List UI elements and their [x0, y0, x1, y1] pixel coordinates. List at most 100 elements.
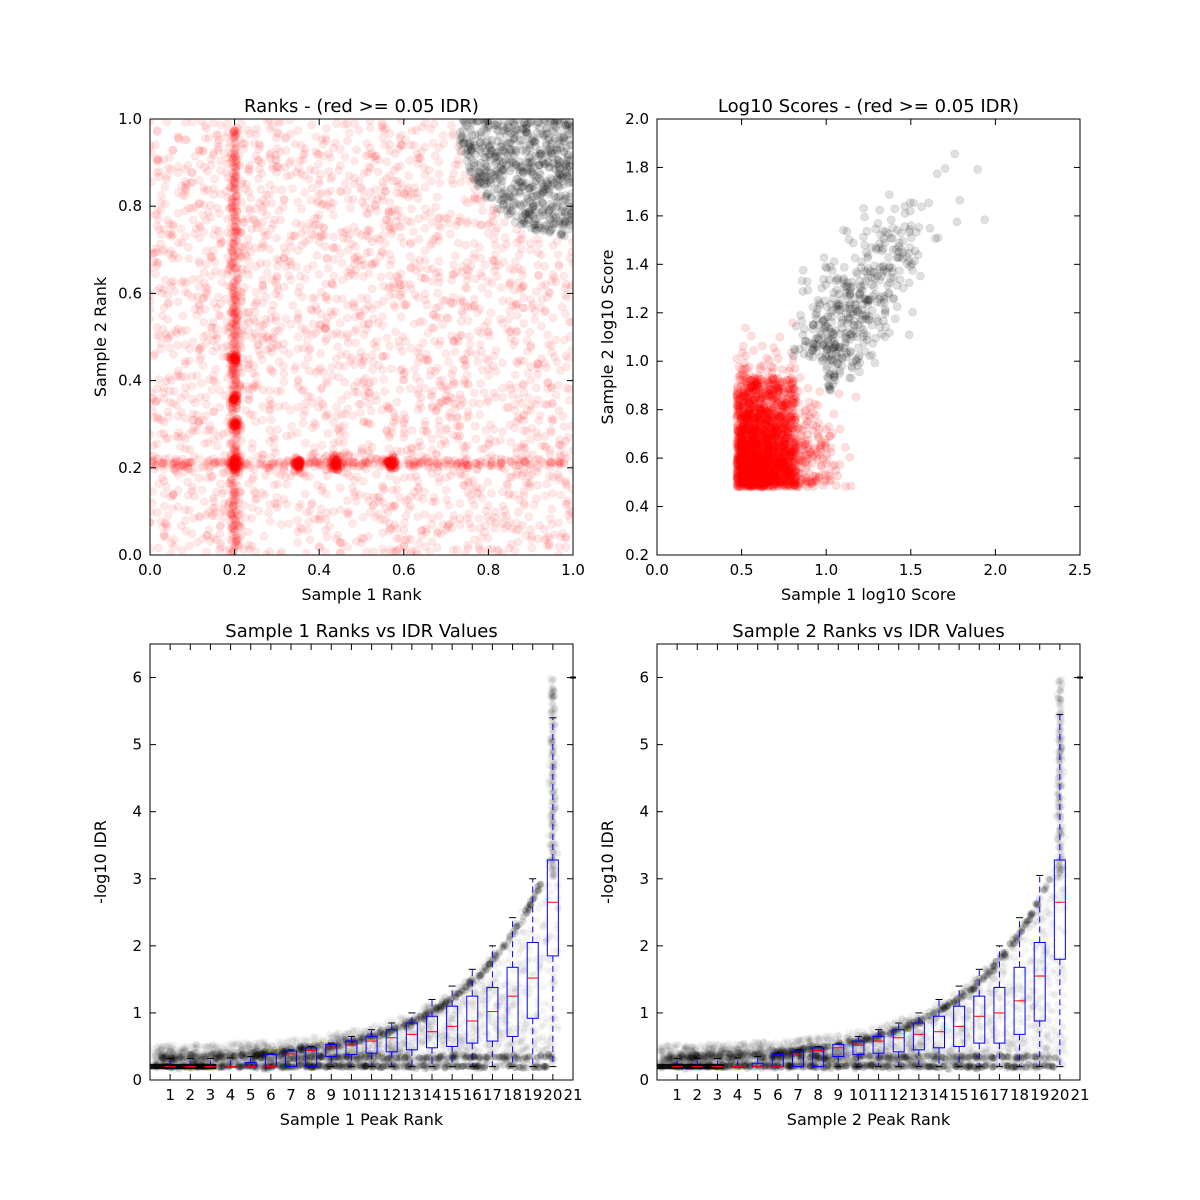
ranks-red-point [446, 299, 456, 309]
ranks-red-point [219, 486, 229, 496]
ranks-red-point [483, 370, 493, 380]
ranks-red-point [278, 345, 288, 355]
ranks-red-point [308, 221, 318, 231]
ranks-red-point [458, 354, 468, 364]
ranks-red-point [264, 190, 274, 200]
ranks-black-point [545, 226, 555, 236]
ranks-red-point [263, 230, 273, 240]
ranks-red-point [237, 436, 247, 446]
ranks-red-point [513, 507, 523, 517]
ranks-red-point [364, 399, 374, 409]
ranks-red-point [371, 151, 381, 161]
ranks-red-point [430, 366, 440, 376]
ranks-red-point [368, 365, 378, 375]
ranks-red-point [342, 508, 352, 518]
ranks-red-point [450, 160, 460, 170]
ranks-red-point [386, 545, 396, 555]
ranks-red-point [468, 398, 478, 408]
ranks-red-point [286, 430, 296, 440]
ranks-red-point [411, 372, 421, 382]
ranks-red-point [194, 233, 204, 243]
ranks-red-point [168, 145, 178, 155]
ranks-red-point [251, 243, 261, 253]
ranks-red-band-point [405, 459, 415, 469]
ranks-red-point [365, 187, 375, 197]
ranks-red-point [470, 218, 480, 228]
ranks-red-point [351, 338, 361, 348]
ranks-red-point [489, 424, 499, 434]
ranks-red-point [310, 448, 320, 458]
ranks-red-point [316, 188, 326, 198]
ranks-red-point [194, 274, 204, 284]
ranks-red-point [369, 547, 379, 555]
ranks-red-point [397, 364, 407, 374]
ranks-red-point [418, 494, 428, 504]
ranks-red-point [268, 368, 278, 378]
ranks-ylabel: Sample 2 Rank [91, 276, 110, 397]
ranks-red-point [322, 532, 332, 542]
ranks-red-point [462, 370, 472, 380]
ranks-red-point [313, 403, 323, 413]
ranks-red-point [518, 303, 528, 313]
ranks-red-band-point [303, 458, 313, 468]
ranks-red-point [382, 157, 392, 167]
ranks-red-point [312, 250, 322, 260]
ranks-red-point [211, 511, 221, 521]
ranks-red-band-point [168, 458, 178, 468]
ranks-red-point [400, 518, 410, 528]
ranks-black-point [535, 189, 545, 199]
ranks-red-point [257, 355, 267, 365]
ranks-red-point [163, 299, 173, 309]
ranks-red-point [395, 384, 405, 394]
ranks-red-point [476, 346, 486, 356]
ranks-red-point [258, 285, 268, 295]
ranks-red-point [342, 542, 352, 552]
ranks-red-point [247, 513, 257, 523]
ranks-red-point [472, 357, 482, 367]
ranks-red-point [554, 518, 564, 528]
ranks-red-point [261, 198, 271, 208]
ranks-red-point [537, 441, 547, 451]
ranks-red-point [249, 301, 259, 311]
ranks-red-point [399, 424, 409, 434]
ranks-red-point [154, 375, 164, 385]
ranks-red-point [210, 507, 220, 517]
ranks-red-point [545, 541, 555, 551]
ranks-red-point [328, 310, 338, 320]
ranks-red-point [156, 190, 166, 200]
ranks-red-point [319, 230, 329, 240]
ranks-red-point [207, 472, 217, 482]
ranks-red-point [451, 221, 461, 231]
ranks-red-point [258, 336, 268, 346]
ranks-red-point [401, 135, 411, 145]
ranks-red-point [533, 534, 543, 544]
ranks-red-point [293, 126, 303, 136]
ranks-red-point [406, 264, 416, 274]
ranks-red-point [563, 496, 573, 506]
ranks-red-point [183, 160, 193, 170]
ranks-red-point [175, 442, 185, 452]
ranks-red-point [188, 215, 198, 225]
ranks-red-point [365, 143, 375, 153]
ranks-red-point [258, 280, 268, 290]
ranks-red-point [435, 381, 445, 391]
ranks-red-point [257, 158, 267, 168]
ranks-red-point [349, 326, 359, 336]
ranks-red-point [547, 277, 557, 287]
ranks-red-point [429, 323, 439, 333]
ranks-red-point [301, 548, 311, 555]
ranks-red-point [184, 506, 194, 516]
scores-red-point [840, 442, 850, 452]
ranks-red-point [173, 340, 183, 350]
ranks-red-point [399, 409, 409, 419]
ranks-red-point [173, 253, 183, 263]
ranks-red-point [214, 545, 224, 555]
ranks-red-point [215, 529, 225, 539]
ranks-black-point [553, 155, 563, 165]
ranks-red-point [274, 206, 284, 216]
ranks-red-point [427, 403, 437, 413]
ranks-red-point [469, 300, 479, 310]
ranks-red-point [420, 256, 430, 266]
ranks-red-point [397, 287, 407, 297]
ranks-red-point [304, 472, 314, 482]
